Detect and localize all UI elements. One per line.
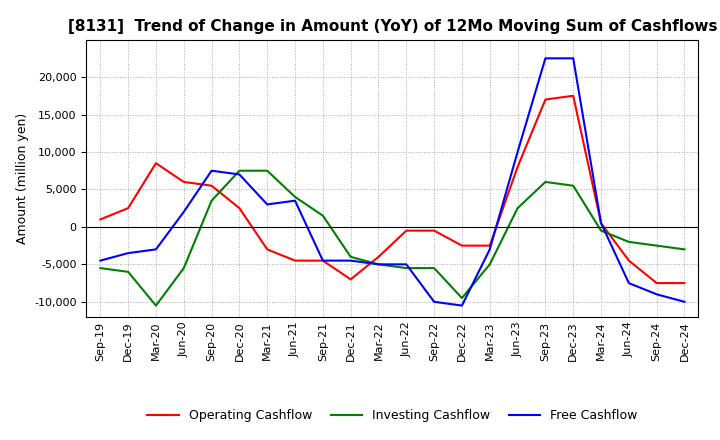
Title: [8131]  Trend of Change in Amount (YoY) of 12Mo Moving Sum of Cashflows: [8131] Trend of Change in Amount (YoY) o…: [68, 19, 717, 34]
Investing Cashflow: [430, 265, 438, 271]
Free Cashflow: [458, 303, 467, 308]
Free Cashflow: [207, 168, 216, 173]
Operating Cashflow: [179, 180, 188, 185]
Investing Cashflow: [124, 269, 132, 275]
Free Cashflow: [291, 198, 300, 203]
Free Cashflow: [485, 247, 494, 252]
Operating Cashflow: [513, 164, 522, 169]
Free Cashflow: [680, 299, 689, 304]
Free Cashflow: [513, 149, 522, 154]
Legend: Operating Cashflow, Investing Cashflow, Free Cashflow: Operating Cashflow, Investing Cashflow, …: [143, 404, 642, 427]
Investing Cashflow: [318, 213, 327, 218]
Investing Cashflow: [179, 265, 188, 271]
Operating Cashflow: [263, 247, 271, 252]
Operating Cashflow: [235, 205, 243, 211]
Y-axis label: Amount (million yen): Amount (million yen): [16, 113, 29, 244]
Operating Cashflow: [569, 93, 577, 99]
Operating Cashflow: [597, 220, 606, 226]
Investing Cashflow: [680, 247, 689, 252]
Free Cashflow: [235, 172, 243, 177]
Investing Cashflow: [485, 262, 494, 267]
Operating Cashflow: [485, 243, 494, 248]
Free Cashflow: [569, 56, 577, 61]
Operating Cashflow: [402, 228, 410, 233]
Free Cashflow: [402, 262, 410, 267]
Operating Cashflow: [624, 258, 633, 263]
Investing Cashflow: [569, 183, 577, 188]
Investing Cashflow: [541, 180, 550, 185]
Free Cashflow: [624, 280, 633, 286]
Investing Cashflow: [207, 198, 216, 203]
Free Cashflow: [597, 220, 606, 226]
Investing Cashflow: [513, 205, 522, 211]
Investing Cashflow: [597, 228, 606, 233]
Operating Cashflow: [291, 258, 300, 263]
Investing Cashflow: [235, 168, 243, 173]
Operating Cashflow: [652, 280, 661, 286]
Line: Operating Cashflow: Operating Cashflow: [100, 96, 685, 283]
Free Cashflow: [179, 209, 188, 215]
Operating Cashflow: [346, 277, 355, 282]
Operating Cashflow: [318, 258, 327, 263]
Operating Cashflow: [207, 183, 216, 188]
Operating Cashflow: [124, 205, 132, 211]
Free Cashflow: [541, 56, 550, 61]
Free Cashflow: [152, 247, 161, 252]
Operating Cashflow: [541, 97, 550, 102]
Investing Cashflow: [374, 262, 383, 267]
Operating Cashflow: [374, 254, 383, 260]
Investing Cashflow: [346, 254, 355, 260]
Investing Cashflow: [291, 194, 300, 200]
Operating Cashflow: [458, 243, 467, 248]
Line: Investing Cashflow: Investing Cashflow: [100, 171, 685, 305]
Investing Cashflow: [96, 265, 104, 271]
Operating Cashflow: [430, 228, 438, 233]
Investing Cashflow: [652, 243, 661, 248]
Free Cashflow: [263, 202, 271, 207]
Investing Cashflow: [402, 265, 410, 271]
Line: Free Cashflow: Free Cashflow: [100, 59, 685, 305]
Free Cashflow: [96, 258, 104, 263]
Free Cashflow: [652, 292, 661, 297]
Operating Cashflow: [96, 217, 104, 222]
Investing Cashflow: [624, 239, 633, 245]
Investing Cashflow: [263, 168, 271, 173]
Free Cashflow: [374, 262, 383, 267]
Investing Cashflow: [152, 303, 161, 308]
Free Cashflow: [430, 299, 438, 304]
Investing Cashflow: [458, 295, 467, 301]
Operating Cashflow: [680, 280, 689, 286]
Operating Cashflow: [152, 161, 161, 166]
Free Cashflow: [346, 258, 355, 263]
Free Cashflow: [124, 250, 132, 256]
Free Cashflow: [318, 258, 327, 263]
